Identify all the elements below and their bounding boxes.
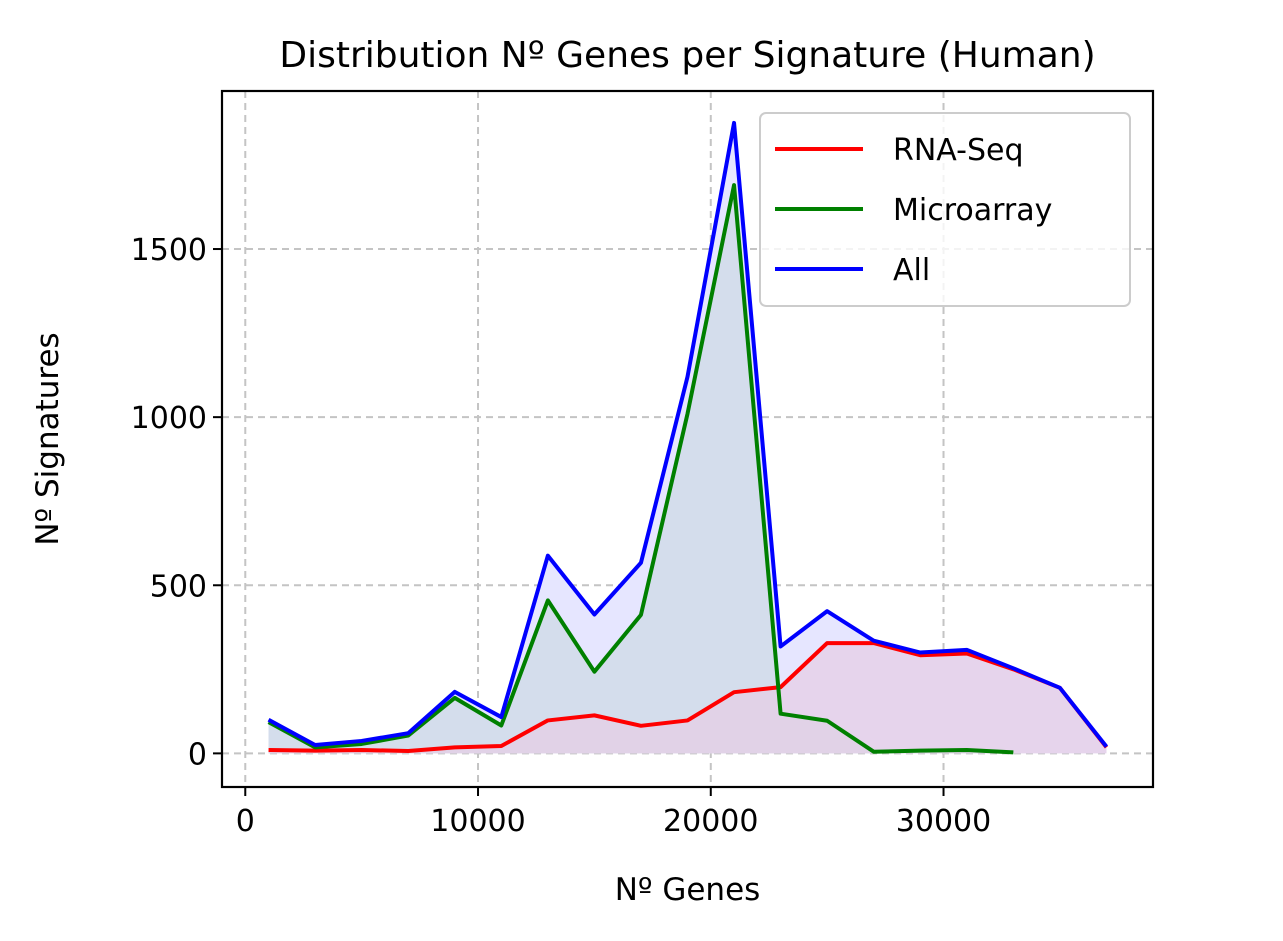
y-tick-label: 1500 [131,233,207,268]
legend-label-microarray: Microarray [893,193,1052,228]
y-tick-label: 0 [188,737,207,772]
legend: RNA-Seq Microarray All [759,112,1131,307]
series-lines [267,120,1109,755]
y-tick-label: 500 [150,569,207,604]
y-axis-label: Nº Signatures [30,332,66,545]
axis-ticks: 0 10000 20000 30000 0 500 1000 1500 [131,233,992,839]
x-tick-label: 0 [236,804,255,839]
x-tick-label: 20000 [663,804,758,839]
plot-frame [220,89,1155,789]
series-fills [268,122,1107,754]
x-axis-label: Nº Genes [615,872,761,908]
area-rna-seq [268,643,1107,754]
legend-label-rna-seq: RNA-Seq [893,133,1024,168]
legend-box [759,112,1131,307]
line-microarray [267,183,1014,755]
area-microarray [268,185,1014,754]
x-tick-label: 10000 [430,804,525,839]
legend-label-all: All [893,253,930,288]
line-rna-seq [268,641,1109,754]
x-tick-label: 30000 [896,804,991,839]
chart-title: Distribution Nº Genes per Signature (Hum… [279,35,1095,76]
line-all [267,120,1109,748]
y-tick-label: 1000 [131,401,207,436]
